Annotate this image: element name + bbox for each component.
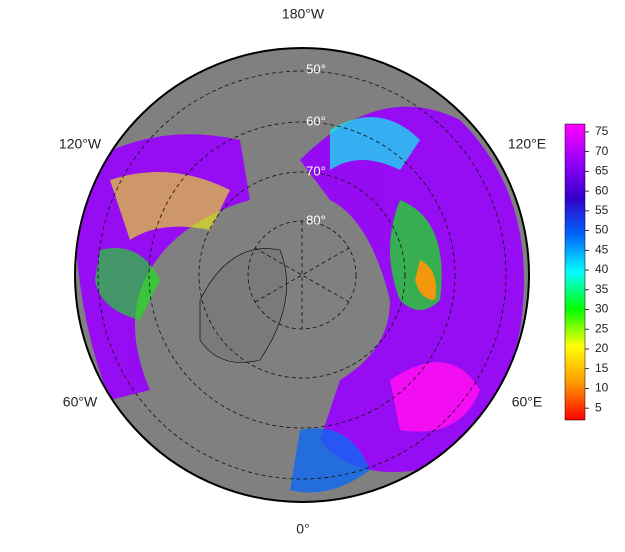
colorbar-label: 25 — [595, 321, 609, 335]
colorbar-label: 55 — [595, 203, 609, 217]
lon-label: 0° — [296, 521, 309, 537]
colorbar-label: 5 — [595, 400, 602, 414]
colorbar-label: 65 — [595, 164, 609, 178]
lon-label: 120°W — [59, 136, 102, 152]
colorbar-label: 45 — [595, 242, 609, 256]
colorbar-label: 60 — [595, 183, 609, 197]
colorbar-label: 15 — [595, 361, 609, 375]
colorbar-label: 50 — [595, 223, 609, 237]
colorbar-label: 35 — [595, 282, 609, 296]
lon-label: 180°W — [282, 6, 325, 22]
map-disk — [75, 48, 529, 502]
data-field — [75, 106, 524, 493]
lon-label: 120°E — [508, 136, 546, 152]
colorbar-label: 40 — [595, 262, 609, 276]
colorbar-label: 70 — [595, 144, 609, 158]
lon-label: 60°E — [512, 394, 543, 410]
lon-label: 60°W — [63, 394, 98, 410]
colorbar-label: 75 — [595, 124, 609, 138]
lat-label: 80° — [306, 212, 326, 227]
lat-label: 60° — [306, 113, 326, 128]
greenland — [199, 248, 287, 363]
colorbar-label: 20 — [595, 341, 609, 355]
lat-label: 50° — [306, 61, 326, 76]
colorbar-label: 30 — [595, 302, 609, 316]
lat-label: 70° — [306, 163, 326, 178]
colorbar-label: 10 — [595, 381, 609, 395]
graticule — [97, 70, 507, 480]
map-border — [74, 47, 530, 503]
colorbar — [564, 123, 586, 421]
